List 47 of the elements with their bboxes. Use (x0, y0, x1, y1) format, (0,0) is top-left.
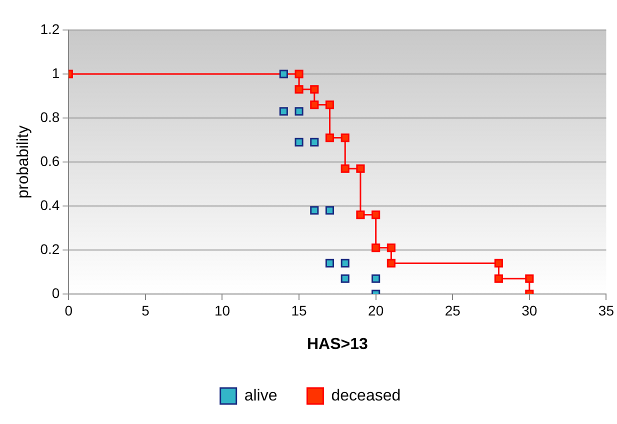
point (310, 100, 319, 110)
point (325, 258, 334, 268)
y-tick-label: 0.2 (40, 240, 60, 257)
point (279, 107, 288, 116)
y-tick-label: 0.4 (40, 196, 60, 213)
point (340, 164, 350, 173)
point (279, 70, 288, 78)
point (294, 107, 304, 116)
x-tick-label: 0 (64, 302, 73, 318)
point (310, 138, 319, 146)
x-tick-label: 35 (598, 302, 614, 318)
y-tick-label: 1.2 (40, 20, 60, 37)
point (372, 244, 380, 252)
point (325, 206, 334, 215)
x-tick-label: 25 (444, 302, 461, 318)
point (294, 138, 304, 146)
point (294, 70, 304, 78)
point (340, 134, 350, 142)
y-tick-label: 0 (52, 284, 60, 301)
point (310, 85, 319, 94)
x-tick-label: 10 (214, 302, 230, 318)
x-axis-title: HAS>13 (306, 336, 368, 353)
y-axis-title: probability (15, 126, 32, 198)
point (356, 210, 365, 220)
point (310, 206, 319, 215)
point (294, 85, 304, 94)
point (340, 274, 350, 283)
point (372, 274, 380, 283)
point (386, 258, 396, 268)
x-tick-label: 15 (291, 302, 308, 318)
x-tick-label: 20 (368, 302, 384, 318)
point (372, 210, 380, 220)
point (325, 134, 334, 142)
y-tick-label: 0.6 (40, 152, 60, 169)
point (494, 258, 503, 268)
point (325, 100, 334, 110)
legend-label: deceased (331, 387, 401, 404)
y-tick-label: 1 (52, 64, 60, 81)
point (386, 244, 396, 252)
point (356, 164, 365, 173)
point (525, 274, 534, 283)
y-tick-label: 0.8 (40, 108, 60, 125)
legend-label: alive (244, 387, 278, 404)
point (494, 274, 503, 283)
point (340, 258, 350, 268)
x-tick-label: 5 (142, 302, 150, 318)
x-tick-label: 30 (522, 302, 538, 318)
